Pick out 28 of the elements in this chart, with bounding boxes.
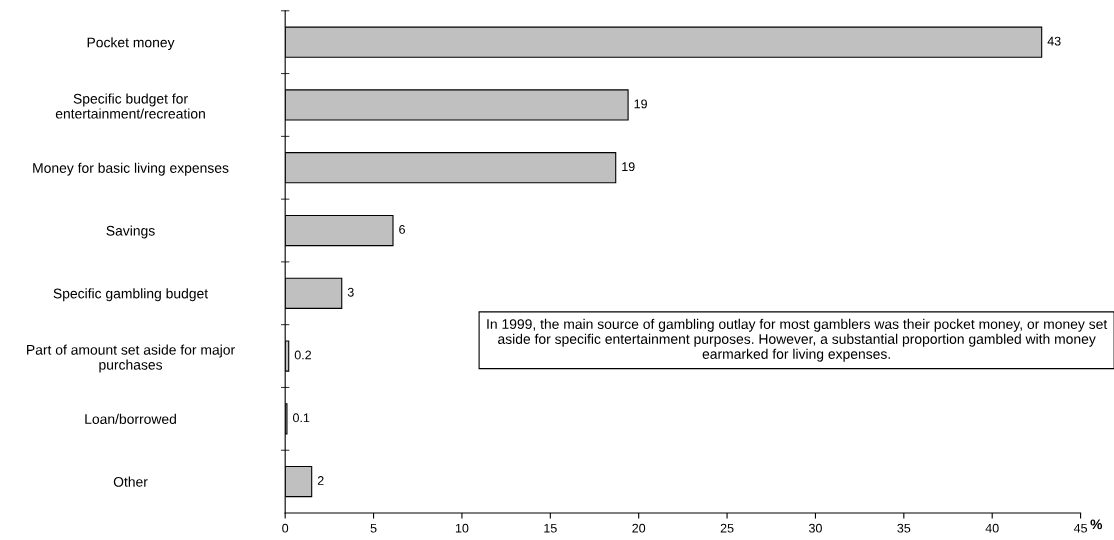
x-tick-label: 25: [720, 523, 734, 533]
data-label: 2: [317, 476, 324, 485]
data-label: 0.2: [294, 350, 312, 360]
data-label: 19: [634, 99, 647, 109]
x-tick-label: 40: [985, 523, 999, 533]
x-tick-label: 30: [808, 523, 822, 533]
y-tick-label: Pocket money: [87, 37, 175, 51]
data-label: 43: [1047, 36, 1061, 46]
y-tick-label: Loan/borrowed: [85, 413, 176, 425]
x-tick-label: 35: [897, 523, 911, 533]
y-tick-label: Specific budget for entertainment/recreation: [55, 93, 205, 119]
x-axis-title: %: [1090, 519, 1103, 530]
data-label: 3: [347, 287, 354, 297]
x-tick-label: 15: [544, 523, 557, 533]
x-tick-label: 5: [370, 523, 377, 533]
y-tick-label: Specific gambling budget: [53, 288, 209, 302]
y-tick-label: Other: [113, 476, 148, 487]
y-tick-label: Money for basic living expenses: [33, 162, 229, 176]
x-tick-label: 45: [1073, 523, 1088, 533]
x-tick-label: 10: [455, 523, 469, 533]
x-tick-label: 0: [282, 523, 289, 533]
data-label: 0.1: [293, 413, 310, 423]
y-tick-label: Part of amount set aside for major purchases: [27, 344, 235, 373]
y-tick-label: Savings: [106, 225, 155, 239]
data-label: 6: [399, 225, 405, 234]
annotation: In 1999, the main source of gambling outlay for most gamblers was their pocket money, or money set aside for specific entertainment purposes. However, a substantial proportion gambled with money earmarked for living expenses.: [487, 318, 1108, 362]
data-label: 19: [622, 162, 635, 172]
x-tick-label: 20: [632, 523, 646, 533]
